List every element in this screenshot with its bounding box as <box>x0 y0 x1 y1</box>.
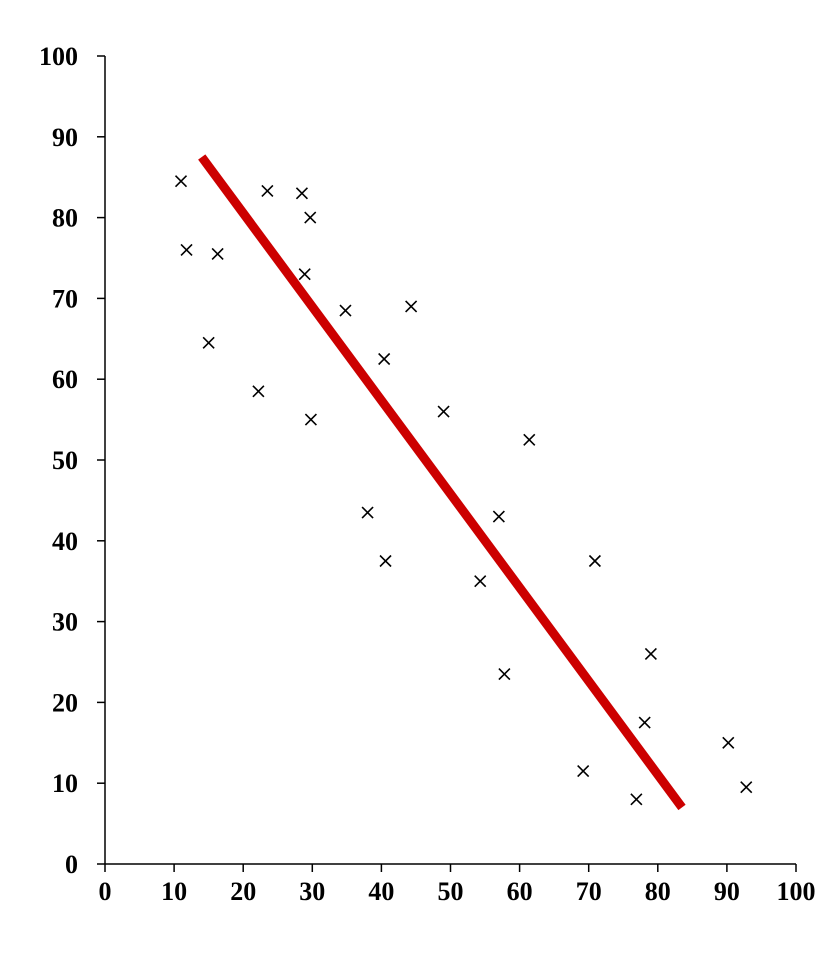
data-point <box>474 575 487 588</box>
data-point <box>211 247 224 261</box>
x-tick-label-0: 0 <box>99 877 112 906</box>
x-axis-ticks: 0 10 20 30 40 50 60 70 80 90 100 <box>99 864 816 906</box>
data-point <box>630 793 643 806</box>
x-tick-label-70: 70 <box>576 877 602 906</box>
data-point <box>378 352 391 366</box>
data-point <box>588 554 601 568</box>
data-point <box>304 413 317 426</box>
data-point <box>339 304 352 317</box>
y-tick-label-20: 20 <box>52 688 78 717</box>
x-tick-label-60: 60 <box>507 877 533 906</box>
data-point <box>202 336 215 349</box>
trend-line-group <box>198 154 686 811</box>
y-axis-ticks: 0 10 20 30 40 50 60 70 80 90 100 <box>39 42 105 879</box>
data-point <box>405 300 418 313</box>
data-point <box>638 716 651 729</box>
data-point <box>644 647 657 660</box>
data-point <box>577 765 590 778</box>
x-tick-label-30: 30 <box>299 877 325 906</box>
x-tick-label-90: 90 <box>714 877 740 906</box>
x-tick-label-20: 20 <box>230 877 256 906</box>
y-tick-label-80: 80 <box>52 204 78 233</box>
data-point <box>180 243 193 256</box>
y-tick-label-0: 0 <box>65 850 78 879</box>
y-tick-label-10: 10 <box>52 769 78 798</box>
data-point <box>740 781 753 794</box>
data-point <box>437 405 450 418</box>
data-point <box>261 184 274 198</box>
data-point <box>174 175 188 188</box>
data-point <box>295 187 309 200</box>
data-point <box>304 211 317 224</box>
x-tick-label-50: 50 <box>438 877 464 906</box>
data-point <box>361 506 374 519</box>
x-tick-label-10: 10 <box>161 877 187 906</box>
data-point <box>379 554 392 568</box>
x-tick-label-40: 40 <box>368 877 394 906</box>
data-point <box>498 668 511 681</box>
y-tick-label-60: 60 <box>52 365 78 394</box>
x-tick-label-80: 80 <box>645 877 671 906</box>
y-tick-label-40: 40 <box>52 527 78 556</box>
data-point <box>722 736 735 749</box>
x-tick-label-100: 100 <box>777 877 816 906</box>
y-tick-label-90: 90 <box>52 123 78 152</box>
data-point <box>492 510 505 523</box>
data-point <box>252 385 265 398</box>
axes <box>104 56 796 865</box>
data-point <box>523 433 536 446</box>
y-tick-label-70: 70 <box>52 284 78 313</box>
trend-line <box>198 154 686 811</box>
data-points <box>174 175 753 806</box>
y-tick-label-50: 50 <box>52 446 78 475</box>
y-tick-label-100: 100 <box>39 42 78 71</box>
data-point <box>298 268 311 281</box>
y-tick-label-30: 30 <box>52 608 78 637</box>
